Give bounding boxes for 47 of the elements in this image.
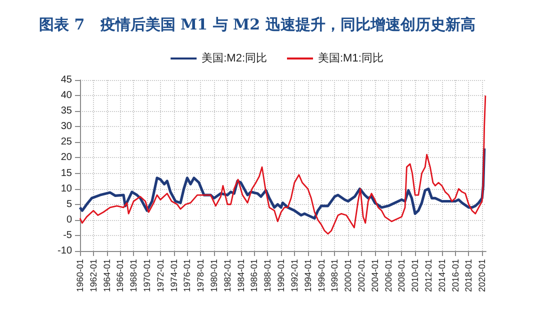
- x-tick-label: 1994-01: [302, 259, 313, 292]
- x-tick-label: 1990-01: [276, 259, 286, 292]
- x-tick-label: 1986-01: [249, 259, 260, 292]
- x-tick-label: 1978-01: [196, 259, 206, 292]
- y-tick-label: 5: [66, 198, 72, 210]
- x-tick-label: 1966-01: [115, 259, 126, 292]
- x-tick-label: 1960-01: [75, 259, 85, 292]
- x-tick-label: 1992-01: [289, 259, 300, 292]
- y-tick-label: 45: [60, 74, 72, 86]
- x-tick-label: 1988-01: [262, 259, 273, 292]
- x-tick-label: 1980-01: [209, 259, 220, 292]
- x-tick-label: 1996-01: [316, 259, 326, 292]
- y-tick-label: -10: [58, 246, 72, 256]
- x-tick-label: 2004-01: [370, 259, 380, 292]
- y-tick-label: 10: [60, 183, 72, 194]
- x-tick-label: 1984-01: [236, 259, 246, 292]
- x-tick-label: 1964-01: [102, 259, 112, 292]
- y-tick-label: 20: [60, 152, 72, 164]
- legend-label: 美国:M1:同比: [318, 52, 384, 64]
- x-tick-label: 2006-01: [383, 259, 394, 292]
- y-tick-label: 25: [60, 136, 72, 148]
- y-tick-label: -5: [63, 230, 72, 241]
- x-tick-label: 2010-01: [410, 259, 420, 292]
- chart-title: 图表 7 疫情后美国 M1 与 M2 迅速提升，同比增速创历史新高: [39, 16, 476, 34]
- line-series: [79, 94, 486, 235]
- y-tick-label: 40: [60, 90, 72, 102]
- y-tick-label: 35: [60, 106, 72, 117]
- x-tick-label: 1998-01: [330, 259, 340, 292]
- x-tick-label: 2016-01: [450, 259, 460, 292]
- x-tick-label: 2018-01: [464, 259, 474, 292]
- y-tick-label: 15: [60, 168, 72, 179]
- x-tick-label: 1970-01: [142, 259, 152, 292]
- x-tick-label: 1974-01: [168, 259, 179, 292]
- x-tick-label: 1976-01: [182, 259, 192, 292]
- x-tick-label: 1968-01: [128, 259, 139, 292]
- x-tick-label: 2002-01: [356, 259, 366, 292]
- y-tick-label: 30: [60, 121, 72, 132]
- x-tick-label: 1962-01: [88, 259, 98, 292]
- x-tick-label: 2014-01: [436, 259, 447, 292]
- x-tick-label: 1972-01: [155, 259, 166, 292]
- x-tick-label: 2020-01: [477, 259, 488, 292]
- y-tick-label: 0: [66, 214, 72, 226]
- legend-label: 美国:M2:同比: [202, 52, 268, 64]
- x-tick-label: 2008-01: [396, 259, 407, 292]
- x-tick-label: 2012-01: [423, 259, 434, 292]
- x-tick-label: 2000-01: [343, 259, 354, 292]
- x-tick-label: 1982-01: [222, 259, 232, 292]
